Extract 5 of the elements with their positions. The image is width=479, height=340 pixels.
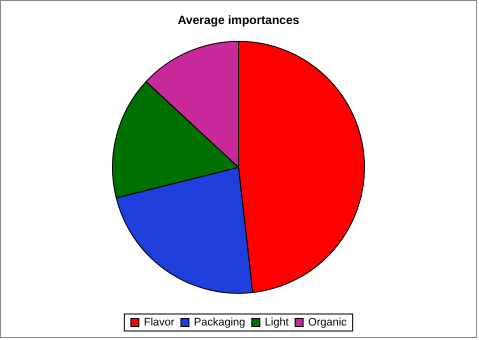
legend-label: Flavor xyxy=(144,316,175,328)
chart-title: Average importances xyxy=(178,13,300,27)
legend-label: Light xyxy=(264,316,289,328)
legend-label: Packaging xyxy=(194,316,246,328)
legend-label: Organic xyxy=(308,316,348,328)
